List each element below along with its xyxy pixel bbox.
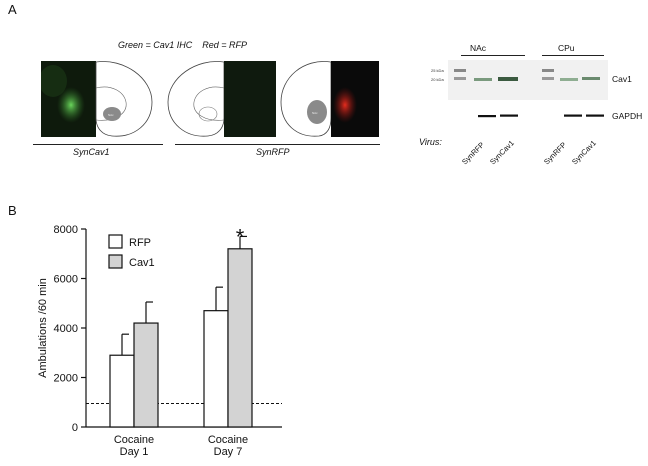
y-tick-label: 4000 (54, 323, 78, 335)
y-tick-label: 8000 (54, 224, 78, 236)
lane-label-4: SynCav1 (570, 138, 598, 167)
nac-label-1: NAc (108, 113, 114, 117)
lane-label-2: SynCav1 (488, 138, 516, 167)
syncav1-group-line (33, 144, 163, 145)
brain-atlas-outline-1: NAc (95, 61, 153, 137)
legend-label-rfp: RFP (129, 237, 151, 249)
marker-20kda: 20 kDa (431, 77, 444, 82)
nac-region (103, 107, 121, 121)
brain-atlas-outline-3: NAc (280, 61, 332, 137)
marker-25kda: 25 kDa (431, 68, 444, 73)
rfp-green-channel-image (224, 61, 276, 137)
bar-rfp-2 (203, 310, 229, 428)
rfp-red-channel-image (331, 61, 379, 137)
virus-label: Virus: (419, 137, 442, 147)
syncav1-group-label: SynCav1 (73, 147, 110, 157)
color-legend-text: Green = Cav1 IHC Red = RFP (118, 40, 248, 50)
synrfp-group-label: SynRFP (256, 147, 290, 157)
row-label-cav1: Cav1 (612, 74, 632, 84)
cav1-ihc-image (39, 61, 96, 137)
ambulations-bar-chart: 0 2000 4000 6000 8000 Ambulations /60 min Coca… (37, 224, 282, 458)
y-tick-label: 6000 (54, 274, 78, 286)
nac-group-line (461, 55, 525, 56)
nac-label-3: NAc (312, 111, 318, 115)
y-axis-label: Ambulations /60 min (37, 278, 49, 378)
y-tick-label: 0 (72, 422, 78, 434)
legend-swatch-rfp (108, 234, 123, 249)
panel-a-letter: A (8, 2, 17, 17)
cav1-blot-image (448, 60, 608, 100)
blot-group-cpu: CPu (558, 43, 575, 53)
red-stain (333, 87, 357, 123)
panel-b-letter: B (8, 203, 17, 218)
lane-label-1: SynRFP (460, 140, 487, 167)
row-label-gapdh: GAPDH (612, 111, 643, 121)
gapdh-blot-image (478, 114, 604, 118)
x-category-label: Cocaine (114, 434, 154, 446)
legend-swatch-cav1 (108, 254, 123, 269)
blot-group-nac: NAc (470, 43, 487, 53)
synrfp-group-line (175, 144, 380, 145)
bar-cav1-1 (133, 322, 159, 428)
legend-label-cav1: Cav1 (129, 257, 155, 269)
bar-cav1-2 (227, 248, 253, 428)
brain-atlas-outline-2 (167, 61, 225, 137)
x-category-label: Day 7 (214, 446, 243, 458)
cpu-group-line (542, 55, 604, 56)
x-category-label: Day 1 (120, 446, 149, 458)
y-tick-label: 2000 (54, 373, 78, 385)
bar-rfp-1 (109, 354, 135, 428)
green-stain (39, 65, 85, 123)
x-category-label: Cocaine (208, 434, 248, 446)
significance-star: * (236, 224, 245, 249)
lane-label-3: SynRFP (542, 140, 569, 167)
